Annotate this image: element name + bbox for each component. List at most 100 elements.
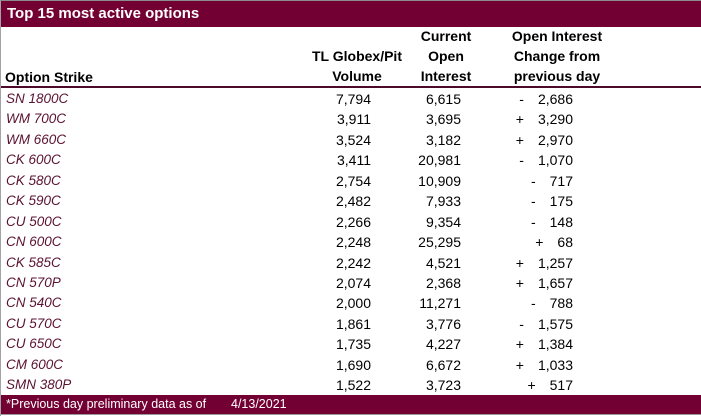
change-sign: + <box>535 234 544 251</box>
volume-cell: 1,861 <box>335 315 371 332</box>
table-row: SN 1800C 7,794 6,615 - 2,686 <box>1 89 701 109</box>
volume-cell: 2,266 <box>335 213 371 230</box>
volume-cell: 1,735 <box>335 336 371 353</box>
row-spacer <box>573 212 701 232</box>
option-strike-cell: CK 590C <box>6 193 61 209</box>
open-interest-cell: 4,227 <box>425 336 461 353</box>
table-row: CK 585C 2,242 4,521 + 1,257 <box>1 253 701 273</box>
row-spacer <box>573 171 701 191</box>
change-cell: - 1,575 <box>461 314 573 334</box>
open-interest-cell: 9,354 <box>425 213 461 230</box>
column-header-option-strike: Option Strike <box>5 69 93 85</box>
row-spacer <box>573 314 701 334</box>
table-row: CN 600C 2,248 25,295 + 68 <box>1 232 701 252</box>
change-sign: - <box>519 152 524 169</box>
row-spacer <box>573 355 701 375</box>
option-strike-cell: CN 540C <box>6 295 62 311</box>
bottom-edge-line <box>1 414 701 415</box>
open-interest-cell: 3,723 <box>425 377 461 394</box>
change-cell: + 1,257 <box>461 253 573 273</box>
change-sign: - <box>530 193 536 210</box>
change-value: 1,070 <box>537 152 573 169</box>
option-strike-cell: CK 580C <box>6 172 61 188</box>
change-sign: + <box>515 356 524 373</box>
option-strike-cell: WM 700C <box>6 111 67 127</box>
report-title: Top 15 most active options <box>7 5 200 22</box>
volume-cell: 1,690 <box>335 356 371 373</box>
change-cell: + 68 <box>461 232 573 252</box>
change-cell: + 1,384 <box>461 334 573 354</box>
volume-cell: 2,074 <box>335 274 371 291</box>
row-spacer <box>573 89 701 109</box>
column-header-volume: TL Globex/Pit Volume <box>312 48 402 84</box>
table-row: CM 600C 1,690 6,672 + 1,033 <box>1 355 701 375</box>
table-row: CN 570P 2,074 2,368 + 1,657 <box>1 273 701 293</box>
change-sign: + <box>515 254 524 271</box>
change-sign: - <box>530 295 536 312</box>
change-sign: - <box>530 172 536 189</box>
change-cell: + 2,970 <box>461 130 573 150</box>
option-strike-cell: CU 500C <box>6 213 62 229</box>
change-value: 148 <box>549 213 573 230</box>
option-strike-cell: CN 600C <box>6 234 62 250</box>
table-row: CU 500C 2,266 9,354 - 148 <box>1 212 701 232</box>
change-cell: + 3,290 <box>461 109 573 129</box>
change-sign: - <box>519 315 524 332</box>
table-row: CN 540C 2,000 11,271 - 788 <box>1 293 701 313</box>
volume-cell: 2,754 <box>335 172 371 189</box>
change-cell: + 1,033 <box>461 355 573 375</box>
open-interest-cell: 3,695 <box>425 111 461 128</box>
open-interest-cell: 2,368 <box>425 274 461 291</box>
change-cell: - 788 <box>461 293 573 313</box>
change-cell: - 717 <box>461 171 573 191</box>
change-value: 517 <box>549 377 573 394</box>
open-interest-cell: 10,909 <box>418 172 461 189</box>
change-value: 1,575 <box>537 315 573 332</box>
row-spacer <box>573 109 701 129</box>
option-strike-cell: CM 600C <box>6 356 64 372</box>
row-spacer <box>573 273 701 293</box>
option-strike-cell: SMN 380P <box>6 377 72 393</box>
change-value: 175 <box>549 193 573 210</box>
row-spacer <box>573 232 701 252</box>
volume-cell: 3,524 <box>335 131 371 148</box>
change-value: 3,290 <box>537 111 573 128</box>
table-row: WM 660C 3,524 3,182 + 2,970 <box>1 130 701 150</box>
open-interest-cell: 7,933 <box>425 193 461 210</box>
open-interest-cell: 3,182 <box>425 131 461 148</box>
change-value: 1,384 <box>537 336 573 353</box>
table-row: CU 570C 1,861 3,776 - 1,575 <box>1 314 701 334</box>
open-interest-cell: 6,672 <box>425 356 461 373</box>
options-table-body: SN 1800C 7,794 6,615 - 2,686 WM 700C 3,9… <box>1 89 701 396</box>
open-interest-cell: 3,776 <box>425 315 461 332</box>
change-value: 1,257 <box>537 254 573 271</box>
column-header-open-interest: Current Open Interest <box>420 28 472 84</box>
option-strike-cell: CU 570C <box>6 315 62 331</box>
volume-cell: 2,482 <box>335 193 371 210</box>
open-interest-cell: 6,615 <box>425 91 461 107</box>
row-spacer <box>573 334 701 354</box>
option-strike-cell: WM 660C <box>6 131 67 147</box>
volume-cell: 1,522 <box>335 377 371 394</box>
footer-bar: *Previous day preliminary data as of 4/1… <box>1 395 701 414</box>
row-spacer <box>573 150 701 170</box>
table-row: WM 700C 3,911 3,695 + 3,290 <box>1 109 701 129</box>
footer-date: 4/13/2021 <box>231 397 287 411</box>
change-sign: - <box>519 91 524 107</box>
change-cell: + 517 <box>461 375 573 395</box>
volume-cell: 2,242 <box>335 254 371 271</box>
row-spacer <box>573 253 701 273</box>
volume-cell: 3,411 <box>337 152 371 169</box>
volume-cell: 7,794 <box>335 91 371 107</box>
open-interest-cell: 20,981 <box>418 152 461 169</box>
table-row: CK 590C 2,482 7,933 - 175 <box>1 191 701 211</box>
row-spacer <box>573 191 701 211</box>
option-strike-cell: CK 600C <box>6 152 61 168</box>
column-header-open-interest-change: Open Interest Change from previous day <box>511 28 603 84</box>
open-interest-cell: 25,295 <box>418 234 461 251</box>
volume-cell: 2,000 <box>335 295 371 312</box>
table-row: CK 600C 3,411 20,981 - 1,070 <box>1 150 701 170</box>
change-cell: + 1,657 <box>461 273 573 293</box>
row-spacer <box>573 130 701 150</box>
